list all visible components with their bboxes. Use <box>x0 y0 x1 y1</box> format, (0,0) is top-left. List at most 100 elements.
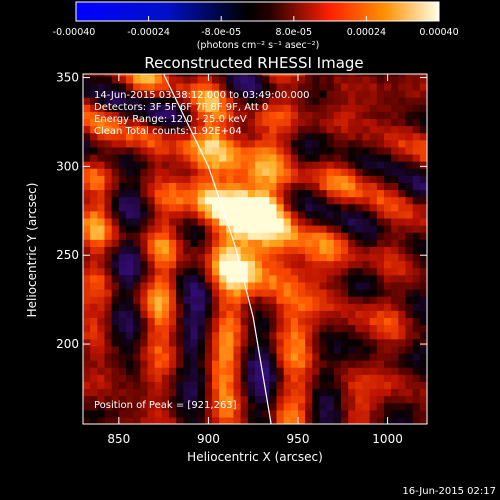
heatmap-cell <box>147 381 156 390</box>
heatmap-cell <box>233 175 242 183</box>
heatmap-cell <box>255 132 263 141</box>
heatmap-cell <box>90 416 98 424</box>
heatmap-cell <box>298 303 306 311</box>
heatmap-cell <box>126 395 134 404</box>
heatmap-cell <box>90 139 98 148</box>
heatmap-cell <box>398 317 407 326</box>
heatmap-cell <box>118 104 127 112</box>
heatmap-cell <box>305 345 313 354</box>
heatmap-cell <box>405 139 414 148</box>
heatmap-cell <box>90 210 98 219</box>
heatmap-cell <box>197 274 206 283</box>
heatmap-cell <box>240 367 249 375</box>
heatmap-cell <box>104 132 113 141</box>
heatmap-cell <box>118 175 127 183</box>
heatmap-cell <box>111 210 120 219</box>
heatmap-cell <box>384 232 392 240</box>
heatmap-cell <box>326 345 335 354</box>
heatmap-cell <box>398 352 407 361</box>
heatmap-cell <box>83 118 91 127</box>
heatmap-cell <box>240 246 249 255</box>
heatmap-cell <box>140 125 149 134</box>
heatmap-cell <box>305 82 313 91</box>
heatmap-cell <box>312 281 321 290</box>
heatmap-cell <box>355 260 364 269</box>
heatmap-cell <box>362 288 371 297</box>
heatmap-cell <box>305 225 313 233</box>
heatmap-cell <box>176 203 184 212</box>
heatmap-cell <box>126 388 134 397</box>
heatmap-cell <box>412 381 421 390</box>
heatmap-cell <box>262 253 270 262</box>
heatmap-cell <box>83 324 91 333</box>
heatmap-cell <box>240 239 249 247</box>
heatmap-cell <box>341 253 349 262</box>
heatmap-cell <box>111 260 120 269</box>
heatmap-cell <box>341 196 349 205</box>
heatmap-cell <box>226 381 235 390</box>
heatmap-cell <box>147 296 156 304</box>
heatmap-cell <box>355 225 364 233</box>
heatmap-cell <box>391 338 399 347</box>
heatmap-cell <box>369 82 378 91</box>
heatmap-cell <box>355 267 364 276</box>
heatmap-cell <box>283 139 292 148</box>
heatmap-cell <box>204 118 213 127</box>
heatmap-cell <box>219 125 227 134</box>
heatmap-cell <box>269 139 278 148</box>
heatmap-cell <box>355 310 364 319</box>
heatmap-cell <box>204 210 213 219</box>
heatmap-cell <box>362 310 371 319</box>
heatmap-cell <box>212 118 220 127</box>
heatmap-cell <box>140 182 149 191</box>
heatmap-cell <box>355 168 364 176</box>
heatmap-cell <box>176 317 184 326</box>
heatmap-cell <box>362 74 371 77</box>
heatmap-cell <box>405 74 414 77</box>
heatmap-cell <box>161 225 170 233</box>
heatmap-cell <box>362 203 371 212</box>
colorbar-units-label: (photons cm⁻² s⁻¹ asec⁻²) <box>197 40 320 51</box>
heatmap-cell <box>362 139 371 148</box>
heatmap-cell <box>255 360 263 368</box>
heatmap-cell <box>183 182 192 191</box>
heatmap-cell <box>305 267 313 276</box>
heatmap-cell <box>398 161 407 169</box>
heatmap-cell <box>312 260 321 269</box>
heatmap-cell <box>391 267 399 276</box>
heatmap-cell <box>348 97 356 105</box>
heatmap-cell <box>233 296 242 304</box>
heatmap-cell <box>176 367 184 375</box>
heatmap-cell <box>126 82 134 91</box>
heatmap-cell <box>312 139 321 148</box>
heatmap-cell <box>219 111 227 120</box>
heatmap-cell <box>262 89 270 98</box>
heatmap-cell <box>290 374 299 382</box>
heatmap-cell <box>376 381 385 390</box>
heatmap-cell <box>190 75 199 84</box>
heatmap-cell <box>118 139 127 148</box>
heatmap-cell <box>276 388 285 397</box>
heatmap-cell <box>341 338 349 347</box>
heatmap-cell <box>276 182 285 191</box>
heatmap-cell <box>398 97 407 105</box>
heatmap-cell <box>362 253 371 262</box>
heatmap-cell <box>169 409 177 418</box>
heatmap-cell <box>126 281 134 290</box>
heatmap-cell <box>154 367 163 375</box>
heatmap-cell <box>126 317 134 326</box>
heatmap-cell <box>326 331 335 340</box>
heatmap-cell <box>90 303 98 311</box>
heatmap-cell <box>355 132 364 141</box>
heatmap-cell <box>376 239 385 247</box>
heatmap-cell <box>348 345 356 354</box>
heatmap-cell <box>204 352 213 361</box>
heatmap-cell <box>391 111 399 120</box>
heatmap-cell <box>83 175 91 183</box>
heatmap-cell <box>348 310 356 319</box>
heatmap-cell <box>376 189 385 198</box>
heatmap-cell <box>161 409 170 418</box>
heatmap-cell <box>90 132 98 141</box>
heatmap-cell <box>305 374 313 382</box>
heatmap-cell <box>104 246 113 255</box>
